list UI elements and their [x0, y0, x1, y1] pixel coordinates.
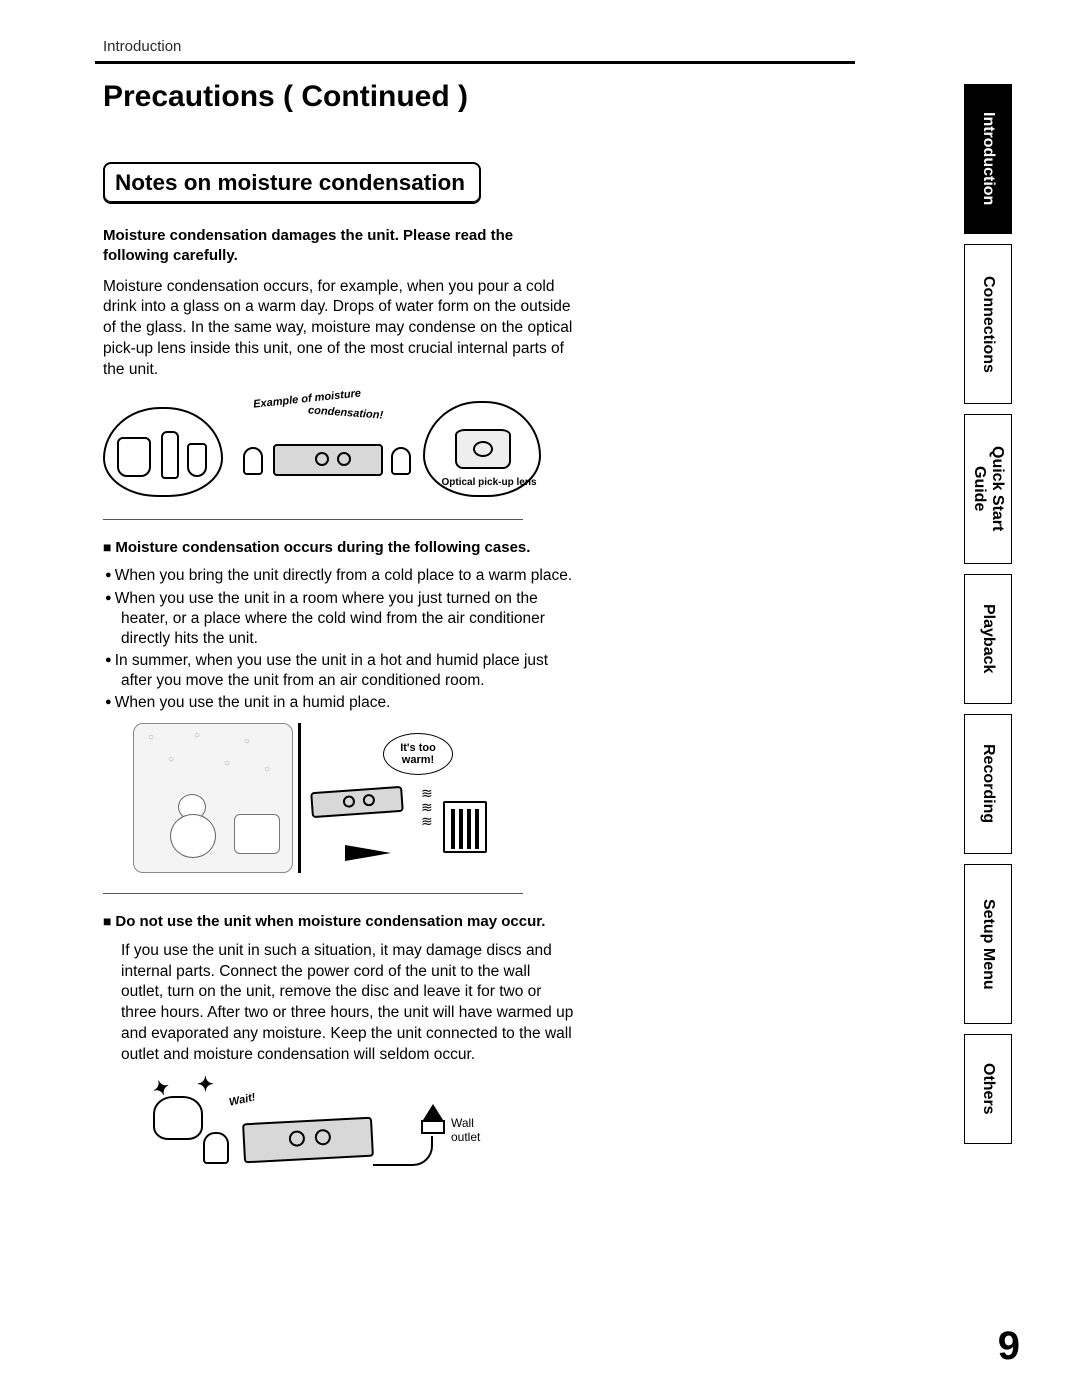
- unit-eye-icon: [337, 452, 351, 466]
- cloud-left: [103, 407, 223, 497]
- dvd-unit-icon: [242, 1117, 374, 1164]
- donot-heading: Do not use the unit when moisture conden…: [103, 912, 575, 932]
- illustration-wait: ✦ ✦ Wait! Wall outlet: [123, 1076, 503, 1186]
- snowman-icon: [164, 794, 224, 864]
- arrow-right-icon: [345, 845, 391, 861]
- content-column: Notes on moisture condensation Moisture …: [95, 162, 575, 1186]
- power-cord-icon: [373, 1136, 433, 1166]
- dvd-unit-icon: [273, 444, 383, 476]
- header-section-label: Introduction: [95, 38, 855, 55]
- divider-2: [103, 893, 523, 894]
- illustration-moisture-example: Example of moisture condensation! Optica…: [103, 389, 543, 509]
- heat-wave-icon: ≋: [421, 813, 431, 830]
- tab-label: Connections: [979, 262, 997, 387]
- lens-hole-icon: [473, 441, 493, 457]
- section-heading-box: Notes on moisture condensation: [103, 162, 481, 204]
- intro-strong: Moisture condensation damages the unit. …: [103, 226, 575, 267]
- beer-mug-icon: [117, 437, 151, 477]
- list-item: When you use the unit in a humid place.: [121, 693, 575, 713]
- divider-1: [103, 519, 523, 520]
- bottle-icon: [161, 431, 179, 479]
- tab-recording[interactable]: Recording: [964, 714, 1012, 854]
- snow-panel: ○ ○ ○ ○ ○ ○: [133, 723, 293, 873]
- tab-label: Quick Start Guide: [970, 432, 1006, 545]
- intro-body: Moisture condensation occurs, for exampl…: [103, 277, 575, 382]
- tab-playback[interactable]: Playback: [964, 574, 1012, 704]
- snowflake-icon: ○: [244, 736, 250, 747]
- snowflake-icon: ○: [224, 758, 230, 769]
- right-hand-icon: [391, 447, 411, 475]
- left-hand-icon: [203, 1132, 229, 1164]
- cases-heading: Moisture condensation occurs during the …: [103, 538, 575, 558]
- arc-caption-2: condensation!: [308, 405, 384, 422]
- tab-introduction[interactable]: Introduction: [964, 84, 1012, 234]
- tab-connections[interactable]: Connections: [964, 244, 1012, 404]
- list-item: When you bring the unit directly from a …: [121, 566, 575, 586]
- tab-label: Introduction: [979, 98, 997, 219]
- wall-outlet-icon: [421, 1120, 445, 1134]
- speech-bubble: It's too warm!: [383, 733, 453, 775]
- snowflake-icon: ○: [148, 732, 154, 743]
- left-hand-icon: [243, 447, 263, 475]
- tab-quick-start-guide[interactable]: Quick Start Guide: [964, 414, 1012, 564]
- illustration-cold-to-warm: ○ ○ ○ ○ ○ ○ It's too warm! ≋ ≋ ≋: [133, 723, 493, 883]
- tab-label: Others: [979, 1049, 997, 1129]
- page-number: 9: [998, 1324, 1020, 1369]
- unit-eye-icon: [315, 452, 329, 466]
- tab-setup-menu[interactable]: Setup Menu: [964, 864, 1012, 1024]
- cases-list: When you bring the unit directly from a …: [103, 566, 575, 713]
- tab-others[interactable]: Others: [964, 1034, 1012, 1144]
- lens-label: Optical pick-up lens: [439, 477, 539, 488]
- side-tabs: Introduction Connections Quick Start Gui…: [964, 84, 1020, 1154]
- tab-label: Setup Menu: [979, 885, 997, 1004]
- snowflake-icon: ○: [264, 764, 270, 775]
- plug-arrow-icon: [423, 1104, 443, 1120]
- wall-outlet-label: Wall outlet: [451, 1116, 503, 1144]
- wait-label: Wait!: [228, 1091, 257, 1108]
- snowflake-icon: ○: [194, 730, 200, 741]
- panel-divider: [298, 723, 301, 873]
- tab-label: Playback: [979, 590, 997, 687]
- stop-hand-icon: [153, 1096, 203, 1140]
- header-rule: [95, 61, 855, 64]
- page-content: Introduction Precautions ( Continued ) N…: [95, 38, 855, 1196]
- tab-label: Recording: [979, 730, 997, 837]
- page-title: Precautions ( Continued ): [95, 80, 855, 114]
- lens-can-icon: [455, 429, 511, 469]
- glass-icon: [187, 443, 207, 477]
- snowflake-icon: ○: [168, 754, 174, 765]
- donot-body: If you use the unit in such a situation,…: [103, 941, 575, 1067]
- heater-icon: [443, 801, 487, 853]
- list-item: In summer, when you use the unit in a ho…: [121, 651, 575, 691]
- list-item: When you use the unit in a room where yo…: [121, 589, 575, 649]
- tree-icon: [234, 814, 280, 854]
- spark-icon: ✦: [197, 1072, 214, 1097]
- dvd-unit-icon: [310, 786, 404, 818]
